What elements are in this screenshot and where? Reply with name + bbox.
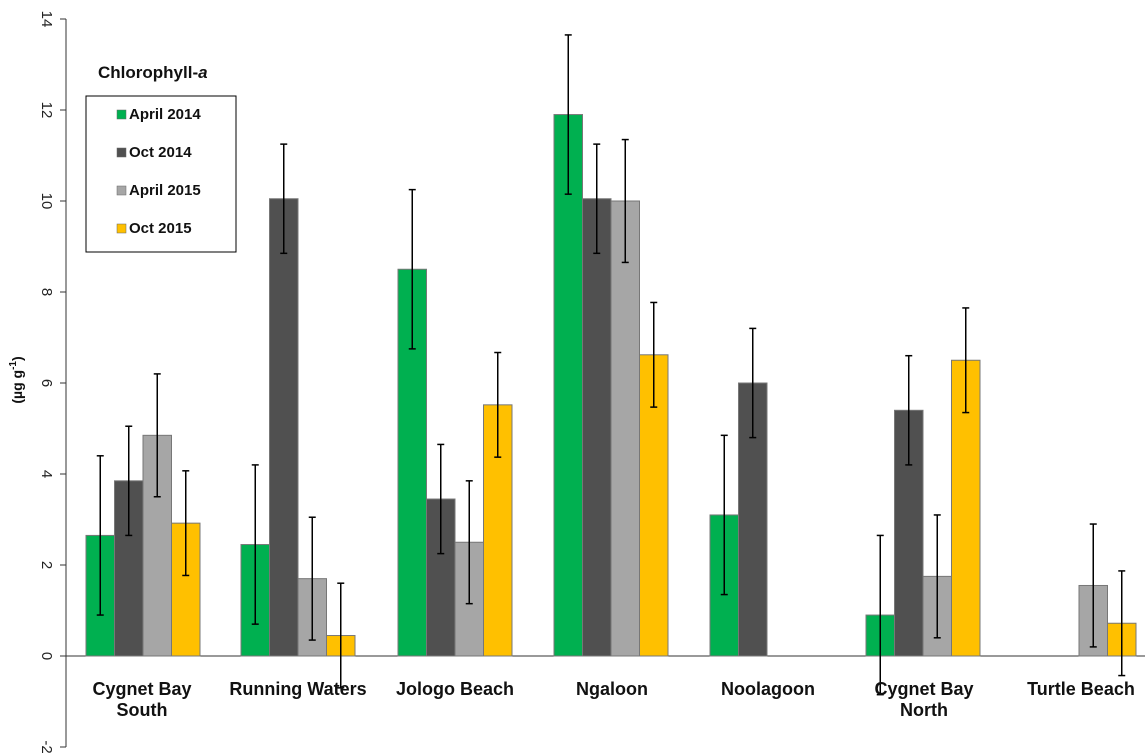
- y-tick-label: 14: [38, 11, 55, 28]
- bar: [269, 198, 299, 657]
- category-label: Cygnet Bay North: [874, 679, 973, 720]
- y-tick-label: 6: [38, 379, 55, 387]
- error-bars: [96, 34, 1126, 696]
- bar: [553, 114, 583, 657]
- category-label: Jologo Beach: [396, 679, 514, 699]
- category-label: Running Waters: [229, 679, 366, 699]
- category-labels: Cygnet Bay South Running Waters Jologo Beac…: [92, 679, 1134, 720]
- y-tick-label: -2: [38, 740, 55, 753]
- y-tick-label: 4: [38, 470, 55, 478]
- legend-label: April 2015: [129, 182, 201, 199]
- y-tick-label: 12: [38, 102, 55, 119]
- y-axis-title: (µg g-1): [8, 356, 25, 403]
- legend-swatch: [116, 223, 127, 234]
- category-label: Noolagoon: [721, 679, 815, 699]
- category-label: Cygnet Bay South: [92, 679, 191, 720]
- y-tick-label: 0: [38, 652, 55, 660]
- legend-title: Chlorophyll-a: [98, 63, 208, 82]
- bar: [582, 198, 612, 657]
- y-tick-label: 8: [38, 288, 55, 296]
- y-tick-label: 10: [38, 193, 55, 210]
- category-label: Turtle Beach: [1027, 679, 1135, 699]
- bar: [610, 200, 640, 657]
- legend-swatch: [116, 109, 127, 120]
- legend-label: April 2014: [129, 106, 201, 123]
- legend-swatch: [116, 147, 127, 158]
- bar: [894, 409, 924, 657]
- legend: April 2014 Oct 2014 April 2015 Oct 2015: [85, 95, 237, 253]
- legend-label: Oct 2015: [129, 220, 192, 237]
- legend-box: [85, 95, 237, 253]
- y-tick-label: 2: [38, 561, 55, 569]
- category-label: Ngaloon: [576, 679, 648, 699]
- legend-swatch: [116, 185, 127, 196]
- bars: [85, 114, 1137, 657]
- legend-label: Oct 2014: [129, 144, 192, 161]
